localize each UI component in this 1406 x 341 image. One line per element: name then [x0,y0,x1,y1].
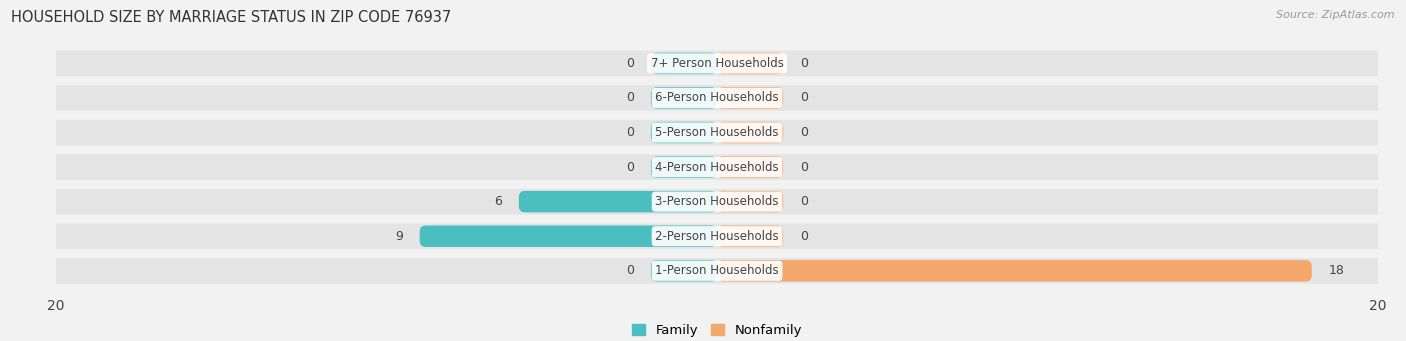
Text: 0: 0 [627,91,634,104]
Text: 0: 0 [627,161,634,174]
FancyBboxPatch shape [46,50,1388,76]
Text: 0: 0 [627,57,634,70]
Text: 6-Person Households: 6-Person Households [655,91,779,104]
FancyBboxPatch shape [46,154,1388,180]
FancyBboxPatch shape [519,191,717,212]
Text: 6: 6 [495,195,502,208]
Text: 0: 0 [800,161,807,174]
Text: 0: 0 [627,264,634,277]
Text: 5-Person Households: 5-Person Households [655,126,779,139]
FancyBboxPatch shape [717,53,783,74]
Text: 2-Person Households: 2-Person Households [655,230,779,243]
Text: 3-Person Households: 3-Person Households [655,195,779,208]
FancyBboxPatch shape [717,260,1312,282]
FancyBboxPatch shape [651,53,717,74]
FancyBboxPatch shape [651,260,717,282]
FancyBboxPatch shape [651,157,717,178]
Text: 0: 0 [800,57,807,70]
FancyBboxPatch shape [717,191,783,212]
Text: 4-Person Households: 4-Person Households [655,161,779,174]
FancyBboxPatch shape [46,85,1388,111]
FancyBboxPatch shape [717,157,783,178]
FancyBboxPatch shape [717,225,783,247]
Text: Source: ZipAtlas.com: Source: ZipAtlas.com [1277,10,1395,20]
FancyBboxPatch shape [651,122,717,143]
FancyBboxPatch shape [46,223,1388,249]
Text: 1-Person Households: 1-Person Households [655,264,779,277]
FancyBboxPatch shape [651,87,717,109]
FancyBboxPatch shape [46,120,1388,145]
FancyBboxPatch shape [419,225,717,247]
Text: 0: 0 [800,230,807,243]
FancyBboxPatch shape [46,258,1388,284]
Text: 0: 0 [800,195,807,208]
Text: HOUSEHOLD SIZE BY MARRIAGE STATUS IN ZIP CODE 76937: HOUSEHOLD SIZE BY MARRIAGE STATUS IN ZIP… [11,10,451,25]
Text: 0: 0 [800,91,807,104]
Text: 7+ Person Households: 7+ Person Households [651,57,783,70]
FancyBboxPatch shape [717,87,783,109]
Legend: Family, Nonfamily: Family, Nonfamily [626,318,808,341]
Text: 9: 9 [395,230,404,243]
FancyBboxPatch shape [46,189,1388,214]
FancyBboxPatch shape [717,122,783,143]
Text: 0: 0 [800,126,807,139]
Text: 18: 18 [1329,264,1344,277]
Text: 0: 0 [627,126,634,139]
